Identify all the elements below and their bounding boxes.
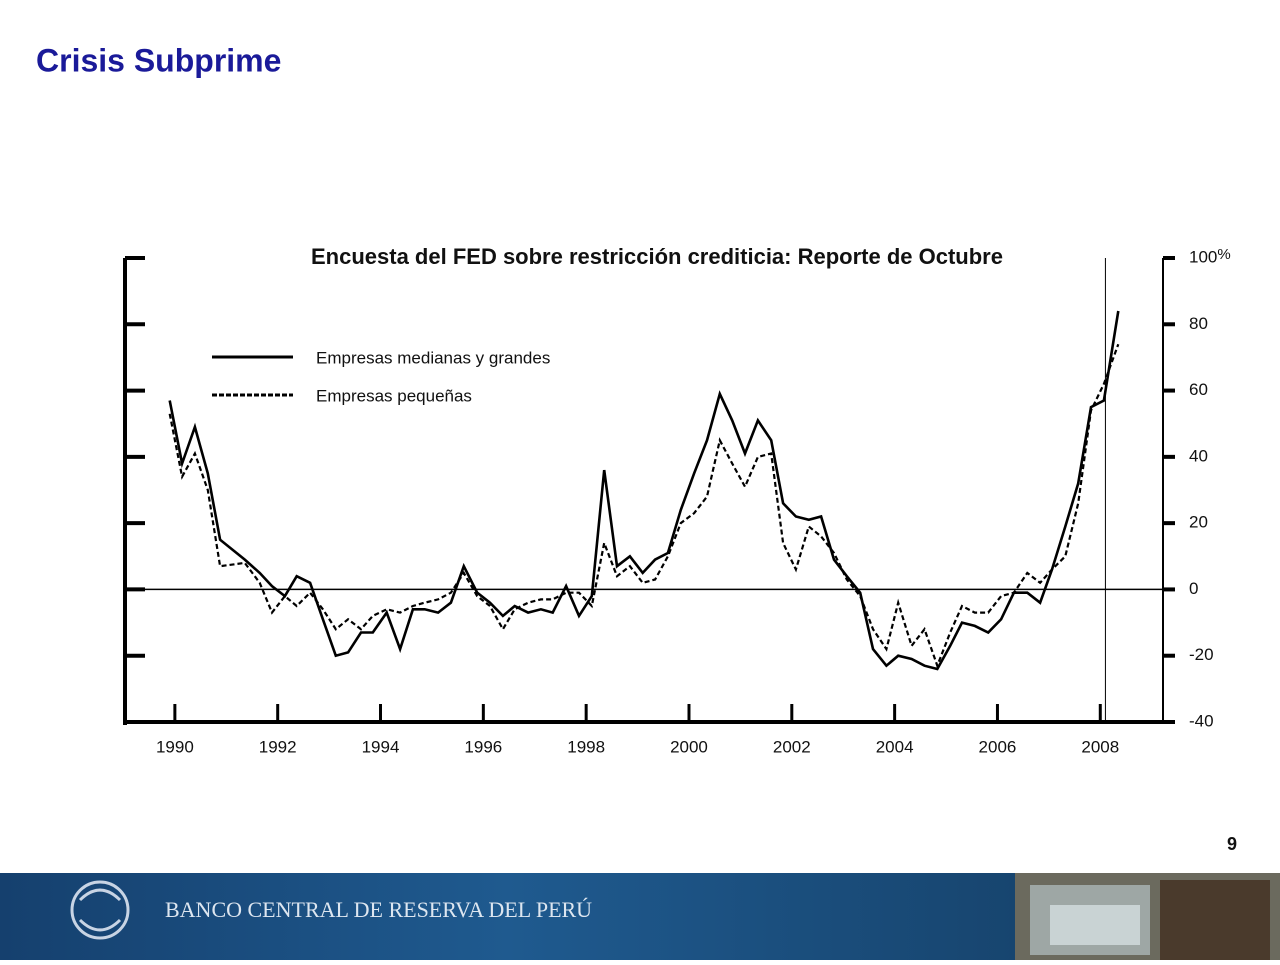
footer-photo bbox=[1015, 873, 1280, 960]
y-tick-label: 60 bbox=[1189, 380, 1208, 399]
x-tick-label: 1996 bbox=[464, 737, 502, 756]
chart-title: Encuesta del FED sobre restricción credi… bbox=[311, 244, 1003, 269]
y-tick-label: 0 bbox=[1189, 579, 1198, 598]
x-tick-label: 1992 bbox=[259, 737, 297, 756]
y-tick-label: 20 bbox=[1189, 513, 1208, 532]
series-line bbox=[168, 343, 1120, 669]
page-number: 9 bbox=[1227, 834, 1237, 854]
legend-label: Empresas medianas y grandes bbox=[316, 348, 550, 367]
x-tick-label: 2002 bbox=[773, 737, 811, 756]
series-line bbox=[168, 310, 1120, 671]
y-tick-label: -40 bbox=[1189, 711, 1214, 730]
legend-label: Empresas pequeñas bbox=[316, 386, 472, 405]
x-tick-label: 1990 bbox=[156, 737, 194, 756]
x-tick-label: 1998 bbox=[567, 737, 605, 756]
x-tick-label: 2000 bbox=[670, 737, 708, 756]
footer-logo bbox=[70, 880, 130, 940]
x-tick-label: 1994 bbox=[362, 737, 400, 756]
footer-band bbox=[0, 873, 1015, 960]
y-axis-label: % bbox=[1217, 246, 1230, 263]
y-tick-label: 100 bbox=[1189, 247, 1217, 266]
y-tick-label: 40 bbox=[1189, 446, 1208, 465]
slide-title: Crisis Subprime bbox=[36, 42, 281, 78]
y-tick-label: -20 bbox=[1189, 645, 1214, 664]
footer-text: BANCO CENTRAL DE RESERVA DEL PERÚ bbox=[165, 897, 592, 922]
y-tick-label: 80 bbox=[1189, 314, 1208, 333]
x-tick-label: 2006 bbox=[979, 737, 1017, 756]
x-tick-label: 2004 bbox=[876, 737, 914, 756]
x-tick-label: 2008 bbox=[1081, 737, 1119, 756]
